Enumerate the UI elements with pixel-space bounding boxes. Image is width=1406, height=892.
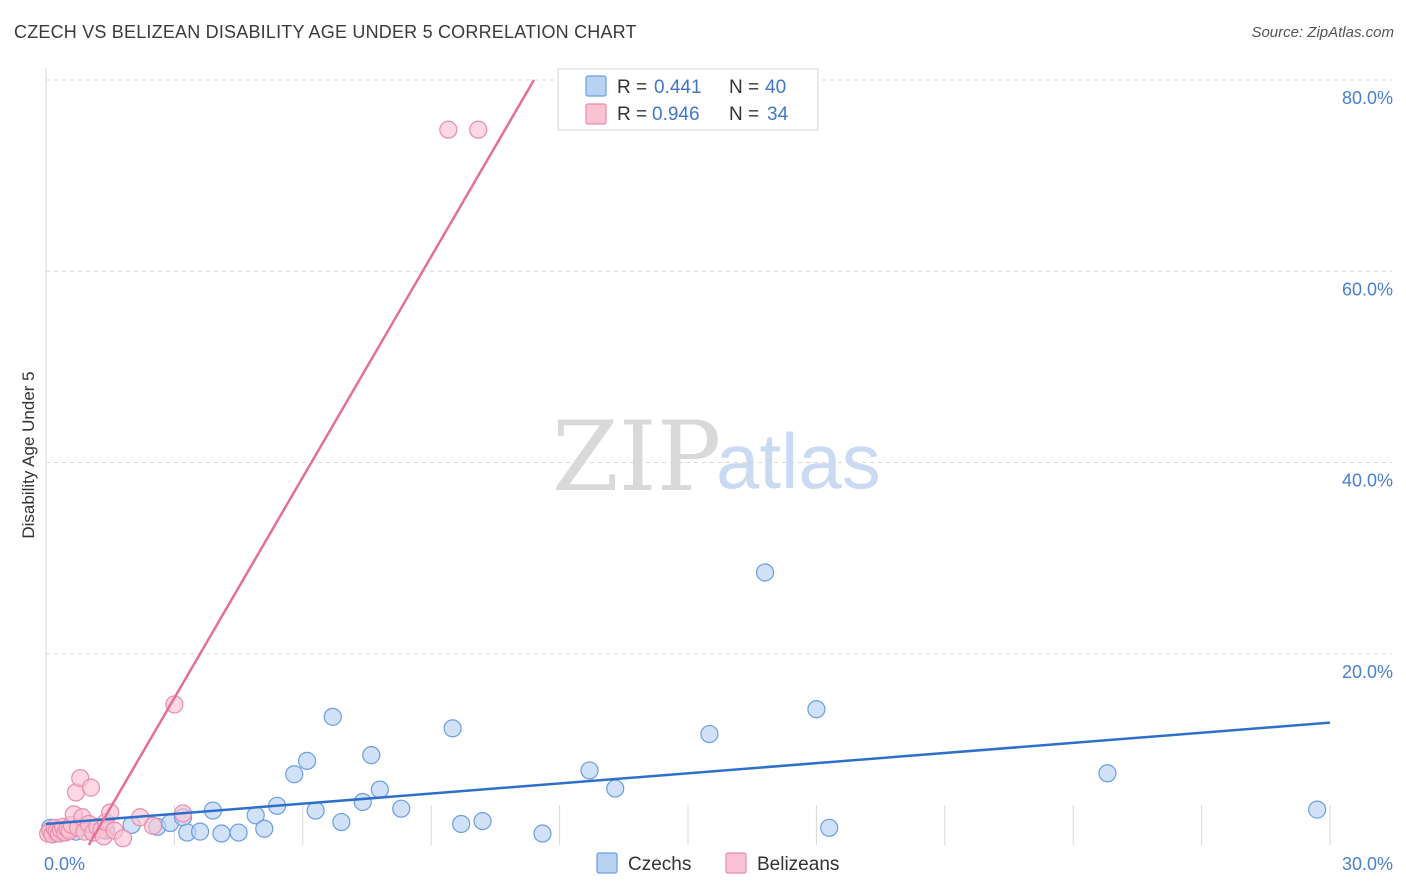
belize-point xyxy=(143,816,163,835)
x-tick-label: 30.0% xyxy=(1342,854,1393,874)
czech-point xyxy=(332,812,351,832)
belize-points xyxy=(39,120,488,848)
czech-point xyxy=(755,563,775,582)
czech-point xyxy=(353,792,372,812)
czech-points xyxy=(41,563,1327,843)
y-tick-label: 40.0% xyxy=(1342,471,1393,491)
legend-czech-swatch xyxy=(585,75,607,97)
bottom-legend: Czechs Belizeans xyxy=(596,852,839,875)
czech-point xyxy=(452,814,471,834)
belize-trendline xyxy=(87,79,536,846)
czech-point xyxy=(473,811,492,831)
y-axis-ticks: 20.0% 40.0% 60.0% 80.0% xyxy=(1342,88,1393,682)
czech-point xyxy=(362,746,381,765)
bottom-legend-belize-swatch xyxy=(725,852,747,874)
legend-czech-r-label: R = xyxy=(617,77,647,98)
watermark-zip: ZIP xyxy=(552,401,721,513)
czech-point xyxy=(533,824,552,843)
czech-point xyxy=(229,823,248,842)
gridlines xyxy=(45,68,1392,845)
chart-title: CZECH VS BELIZEAN DISABILITY AGE UNDER 5… xyxy=(14,22,637,42)
belize-point xyxy=(469,120,488,139)
y-tick-label: 20.0% xyxy=(1342,662,1393,682)
czech-point xyxy=(306,801,325,820)
x-tick-label: 0.0% xyxy=(44,854,85,874)
legend-belize-n-label: N = xyxy=(729,104,759,125)
czech-point xyxy=(700,724,719,744)
czech-point xyxy=(323,707,342,726)
y-axis-label: Disability Age Under 5 xyxy=(19,371,38,538)
czech-point xyxy=(212,824,231,843)
y-tick-label: 60.0% xyxy=(1342,279,1393,299)
czech-trendline xyxy=(45,721,1331,826)
source-label: Source: ZipAtlas.com xyxy=(1251,24,1394,41)
bottom-legend-czechs: Czechs xyxy=(628,854,691,875)
legend-czech-r-value: 0.441 xyxy=(654,77,702,98)
czech-point xyxy=(285,765,304,784)
belize-point xyxy=(439,120,458,139)
czech-point xyxy=(1098,764,1117,783)
czech-point xyxy=(255,819,274,838)
legend-belize-r-label: R = xyxy=(617,104,647,125)
legend-belize-swatch xyxy=(585,103,607,125)
watermark-atlas: atlas xyxy=(716,417,881,505)
legend-belize-n-value: 34 xyxy=(767,104,789,125)
czech-point xyxy=(370,780,389,799)
czech-point xyxy=(807,700,826,719)
czech-point xyxy=(580,761,599,780)
czech-point xyxy=(443,719,462,738)
czech-point xyxy=(1308,800,1327,819)
bottom-legend-belizeans: Belizeans xyxy=(757,854,839,875)
belize-point xyxy=(113,829,133,848)
czech-point xyxy=(190,822,210,841)
legend-czech-n-value: 40 xyxy=(765,77,786,98)
y-tick-label: 80.0% xyxy=(1342,88,1393,108)
legend-czech-n-label: N = xyxy=(729,77,759,98)
legend-box: R = 0.441 N = 40 R = 0.946 N = 34 xyxy=(557,68,819,131)
x-axis-ticks: 0.0% 30.0% xyxy=(44,854,1393,874)
czech-point xyxy=(820,818,839,837)
czech-point xyxy=(297,751,317,770)
belize-point xyxy=(81,778,101,797)
czech-point xyxy=(606,779,625,798)
czech-point xyxy=(392,799,411,818)
watermark: ZIP atlas xyxy=(552,401,881,513)
bottom-legend-czech-swatch xyxy=(596,852,618,874)
legend-belize-r-value: 0.946 xyxy=(652,104,700,125)
